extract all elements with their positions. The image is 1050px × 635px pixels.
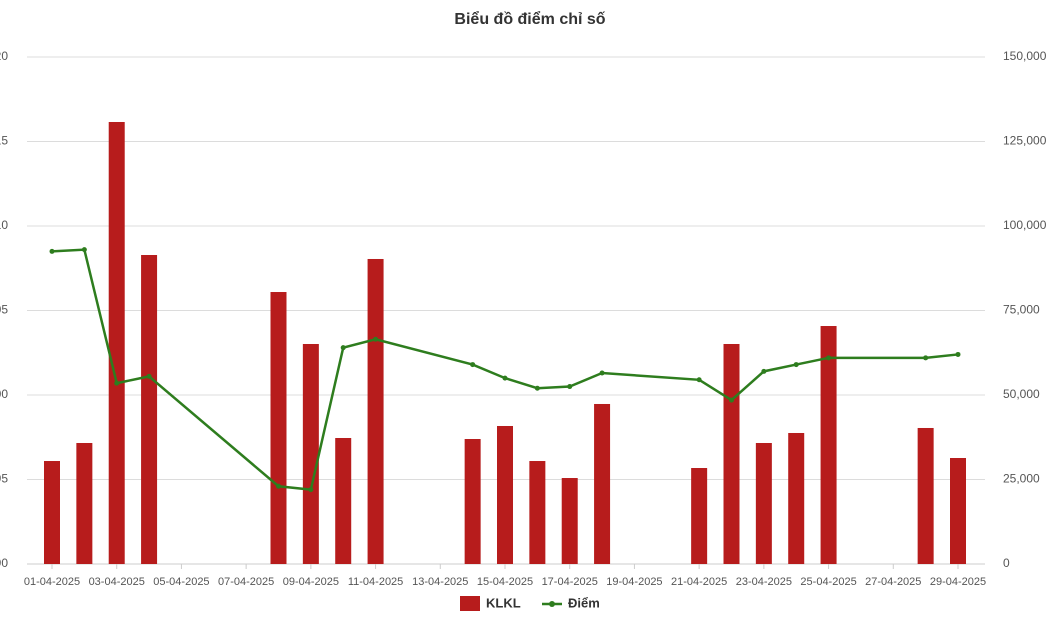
x-tick-label: 23-04-2025 bbox=[736, 576, 792, 588]
bar bbox=[691, 468, 708, 564]
point bbox=[81, 247, 87, 253]
y-tick-label: 190 bbox=[0, 556, 8, 570]
bar bbox=[44, 461, 60, 564]
y-tick-label: 220 bbox=[0, 49, 8, 63]
legend-swatch bbox=[460, 596, 480, 611]
bar bbox=[367, 258, 384, 564]
x-tick-label: 27-04-2025 bbox=[865, 576, 921, 588]
bar bbox=[335, 437, 352, 564]
bar bbox=[497, 425, 513, 564]
bar bbox=[270, 292, 287, 564]
point bbox=[729, 397, 734, 403]
y2-tick-label: 25,000 bbox=[1003, 472, 1040, 486]
point bbox=[49, 248, 55, 254]
y2-tick-label: 100,000 bbox=[1003, 218, 1047, 232]
point bbox=[340, 345, 346, 351]
bar bbox=[820, 326, 837, 564]
bar bbox=[755, 442, 772, 564]
point bbox=[696, 377, 702, 383]
x-tick-label: 17-04-2025 bbox=[542, 576, 598, 588]
x-tick-label: 11-04-2025 bbox=[348, 576, 403, 588]
point bbox=[567, 384, 573, 390]
x-tick-label: 13-04-2025 bbox=[412, 576, 468, 588]
x-tick-label: 01-04-2025 bbox=[24, 576, 80, 588]
x-tick-label: 09-04-2025 bbox=[283, 576, 339, 588]
point bbox=[502, 375, 508, 381]
bar bbox=[594, 403, 611, 564]
x-tick-label: 07-04-2025 bbox=[218, 576, 274, 588]
x-tick-label: 15-04-2025 bbox=[477, 576, 533, 588]
y-tick-label: 200 bbox=[0, 387, 8, 401]
bar bbox=[788, 432, 805, 564]
y2-tick-label: 125,000 bbox=[1003, 134, 1047, 148]
point bbox=[373, 336, 379, 342]
point bbox=[470, 362, 476, 368]
point bbox=[599, 370, 605, 376]
bar bbox=[76, 442, 93, 564]
point bbox=[276, 483, 281, 489]
x-tick-label: 21-04-2025 bbox=[671, 576, 727, 588]
line bbox=[51, 248, 959, 491]
point bbox=[308, 487, 314, 493]
y-tick-label: 205 bbox=[0, 303, 8, 317]
y2-tick-label: 0 bbox=[1003, 556, 1010, 570]
bar bbox=[464, 439, 481, 564]
x-tick-label: 25-04-2025 bbox=[800, 576, 856, 588]
x-tick-label: 05-04-2025 bbox=[153, 576, 209, 588]
point bbox=[114, 380, 120, 386]
point bbox=[923, 355, 929, 361]
y-tick-label: 195 bbox=[0, 472, 8, 486]
bar bbox=[141, 255, 158, 564]
point bbox=[761, 368, 767, 374]
bar bbox=[529, 461, 546, 564]
y2-tick-label: 75,000 bbox=[1003, 303, 1040, 317]
bar bbox=[302, 343, 319, 564]
bar bbox=[917, 427, 934, 564]
bar bbox=[723, 343, 740, 564]
point bbox=[146, 373, 152, 379]
x-tick-label: 29-04-2025 bbox=[930, 576, 986, 588]
chart-title: Biểu đồ điểm chỉ số bbox=[454, 10, 605, 28]
bar bbox=[950, 458, 966, 564]
legend-label: KLKL bbox=[486, 595, 521, 610]
point bbox=[793, 362, 799, 368]
bar bbox=[561, 478, 578, 564]
x-tick-label: 03-04-2025 bbox=[89, 576, 145, 588]
x-tick-label: 19-04-2025 bbox=[606, 576, 662, 588]
bar bbox=[108, 121, 125, 564]
y-tick-label: 210 bbox=[0, 218, 8, 232]
y-tick-label: 215 bbox=[0, 134, 8, 148]
legend-label: Điểm bbox=[568, 595, 600, 610]
y2-tick-label: 150,000 bbox=[1003, 49, 1047, 63]
point bbox=[826, 355, 832, 361]
legend-swatch bbox=[549, 601, 555, 607]
point bbox=[534, 385, 540, 391]
point bbox=[955, 351, 961, 357]
y2-tick-label: 50,000 bbox=[1003, 387, 1040, 401]
